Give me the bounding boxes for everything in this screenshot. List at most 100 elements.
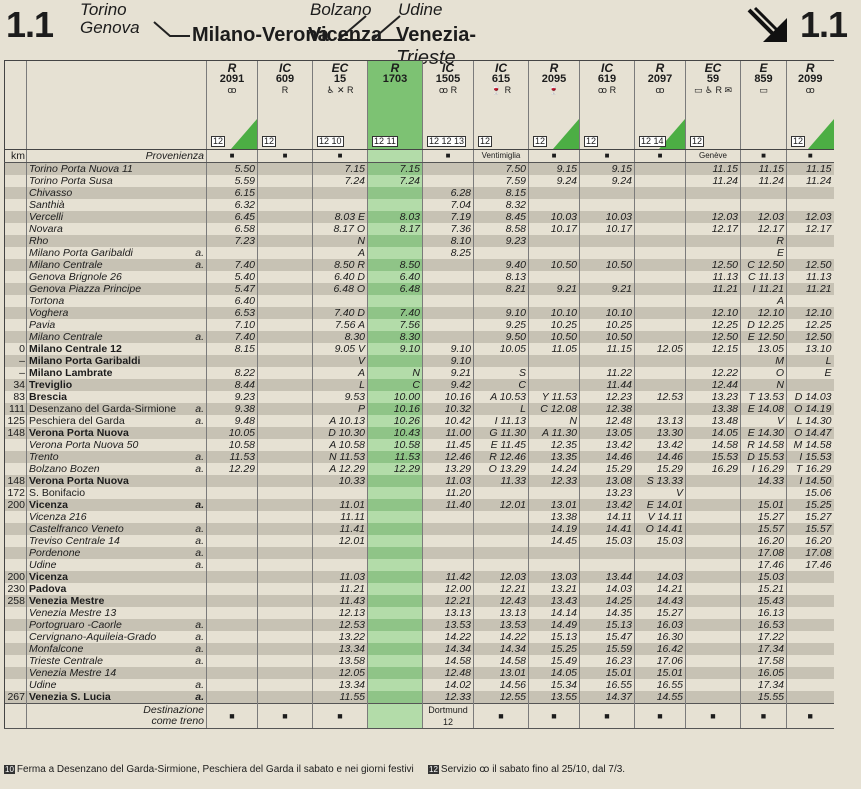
time-cell <box>257 343 313 355</box>
station-label: Bolzano Bozen <box>29 463 100 475</box>
time-cell: 6.53 <box>206 307 258 319</box>
time-cell: 9.48 <box>206 415 258 427</box>
time-cell: E <box>786 367 834 379</box>
time-cell: E 14.01 <box>634 499 686 511</box>
time-cell: 11.43 <box>312 595 368 607</box>
provenienza-cell: ■ <box>786 149 834 163</box>
station-label: Cervignano-Aquileia-Grado <box>29 631 157 643</box>
time-cell <box>685 631 741 643</box>
km-value <box>4 655 27 667</box>
time-cell: 16.29 <box>685 463 741 475</box>
station-name: Vicenza a. <box>26 499 207 511</box>
time-cell: 9.10 <box>422 343 474 355</box>
time-cell: 5.40 <box>206 271 258 283</box>
time-cell: D 12.25 <box>740 319 787 331</box>
time-cell <box>685 619 741 631</box>
time-cell: 12.17 <box>740 223 787 235</box>
time-cell: 16.20 <box>786 535 834 547</box>
time-cell: 15.13 <box>579 619 635 631</box>
route-title: Torino Genova Milano-Verona Bolzano Vice… <box>80 0 500 69</box>
time-cell <box>257 223 313 235</box>
time-cell: 12.17 <box>685 223 741 235</box>
train-category: E <box>759 61 768 75</box>
station-name: Vicenza 216 <box>26 511 207 523</box>
time-cell <box>528 355 580 367</box>
time-cell: D 14.03 <box>786 391 834 403</box>
train-category: IC <box>442 61 454 75</box>
time-cell: 12.10 <box>685 307 741 319</box>
km-value: 148 <box>4 427 27 439</box>
time-cell <box>579 199 635 211</box>
km-value: 258 <box>4 595 27 607</box>
time-cell: 10.32 <box>422 403 474 415</box>
time-cell: 10.42 <box>422 415 474 427</box>
time-cell <box>422 559 474 571</box>
time-cell: 14.05 <box>685 427 741 439</box>
station-name: Santhià <box>26 199 207 211</box>
timetable-row: Tortona 6.40 A <box>4 295 834 307</box>
time-cell: 12.50 <box>685 331 741 343</box>
time-cell <box>367 571 423 583</box>
time-cell: 15.25 <box>528 643 580 655</box>
provenienza-label: Provenienza <box>26 149 207 163</box>
time-cell <box>206 547 258 559</box>
time-cell: 9.53 <box>312 391 368 403</box>
destinazione-label: Destinazione come treno <box>26 703 207 729</box>
time-cell <box>634 331 686 343</box>
km-value: 34 <box>4 379 27 391</box>
time-cell: C 11.13 <box>740 271 787 283</box>
time-cell <box>422 331 474 343</box>
timetable-row: 258 Venezia Mestre 11.43 12.21 12.43 13.43 14.… <box>4 595 834 607</box>
timetable-row: 200 Vicenza a. 11.01 11.40 12.01 13.01 13.42 E 1… <box>4 499 834 511</box>
time-cell <box>367 487 423 499</box>
time-cell: 14.37 <box>579 691 635 704</box>
time-cell: 14.03 <box>579 583 635 595</box>
time-cell: 12.23 <box>579 391 635 403</box>
provenienza-cell: ■ <box>422 149 474 163</box>
time-cell <box>367 607 423 619</box>
time-cell: 12.35 <box>528 439 580 451</box>
train-services: 🍷 <box>548 85 560 95</box>
time-cell: 11.21 <box>786 283 834 295</box>
time-cell <box>367 655 423 667</box>
time-cell: 14.58 <box>685 439 741 451</box>
time-cell: I 14.50 <box>786 475 834 487</box>
time-cell <box>206 487 258 499</box>
time-cell: L 14.30 <box>786 415 834 427</box>
time-cell: 7.36 <box>422 223 474 235</box>
arrival-marker: a. <box>195 691 204 703</box>
time-cell: D 10.30 <box>312 427 368 439</box>
train-column-header: R 2097 ꝏ 12 14 <box>634 60 686 150</box>
direction-arrow-icon <box>747 6 787 42</box>
station-label: Venezia Mestre 14 <box>29 667 117 679</box>
time-cell <box>206 631 258 643</box>
time-cell <box>685 295 741 307</box>
route-bolzano: Bolzano <box>310 0 372 19</box>
station-label: Venezia Mestre 13 <box>29 607 117 619</box>
time-cell <box>257 475 313 487</box>
time-cell: 16.55 <box>579 679 635 691</box>
km-value <box>4 199 27 211</box>
time-cell: 17.58 <box>740 655 787 667</box>
time-cell <box>634 259 686 271</box>
time-cell: 11.15 <box>579 343 635 355</box>
arrival-marker: a. <box>195 643 204 655</box>
time-cell: 14.25 <box>579 595 635 607</box>
time-cell: 13.53 <box>473 619 529 631</box>
km-value <box>4 271 27 283</box>
station-label: Udine <box>29 679 57 691</box>
time-cell: 8.03 <box>367 211 423 223</box>
time-cell: 14.24 <box>528 463 580 475</box>
time-cell: 13.13 <box>473 607 529 619</box>
time-cell: A 10.53 <box>473 391 529 403</box>
time-cell: 9.10 <box>473 307 529 319</box>
time-cell: 13.05 <box>579 427 635 439</box>
time-cell: 17.46 <box>740 559 787 571</box>
time-cell <box>634 547 686 559</box>
time-cell: 8.30 <box>312 331 368 343</box>
time-cell <box>422 511 474 523</box>
km-value <box>4 451 27 463</box>
time-cell: 6.32 <box>206 199 258 211</box>
time-cell: 15.01 <box>740 499 787 511</box>
time-cell: 13.42 <box>579 439 635 451</box>
